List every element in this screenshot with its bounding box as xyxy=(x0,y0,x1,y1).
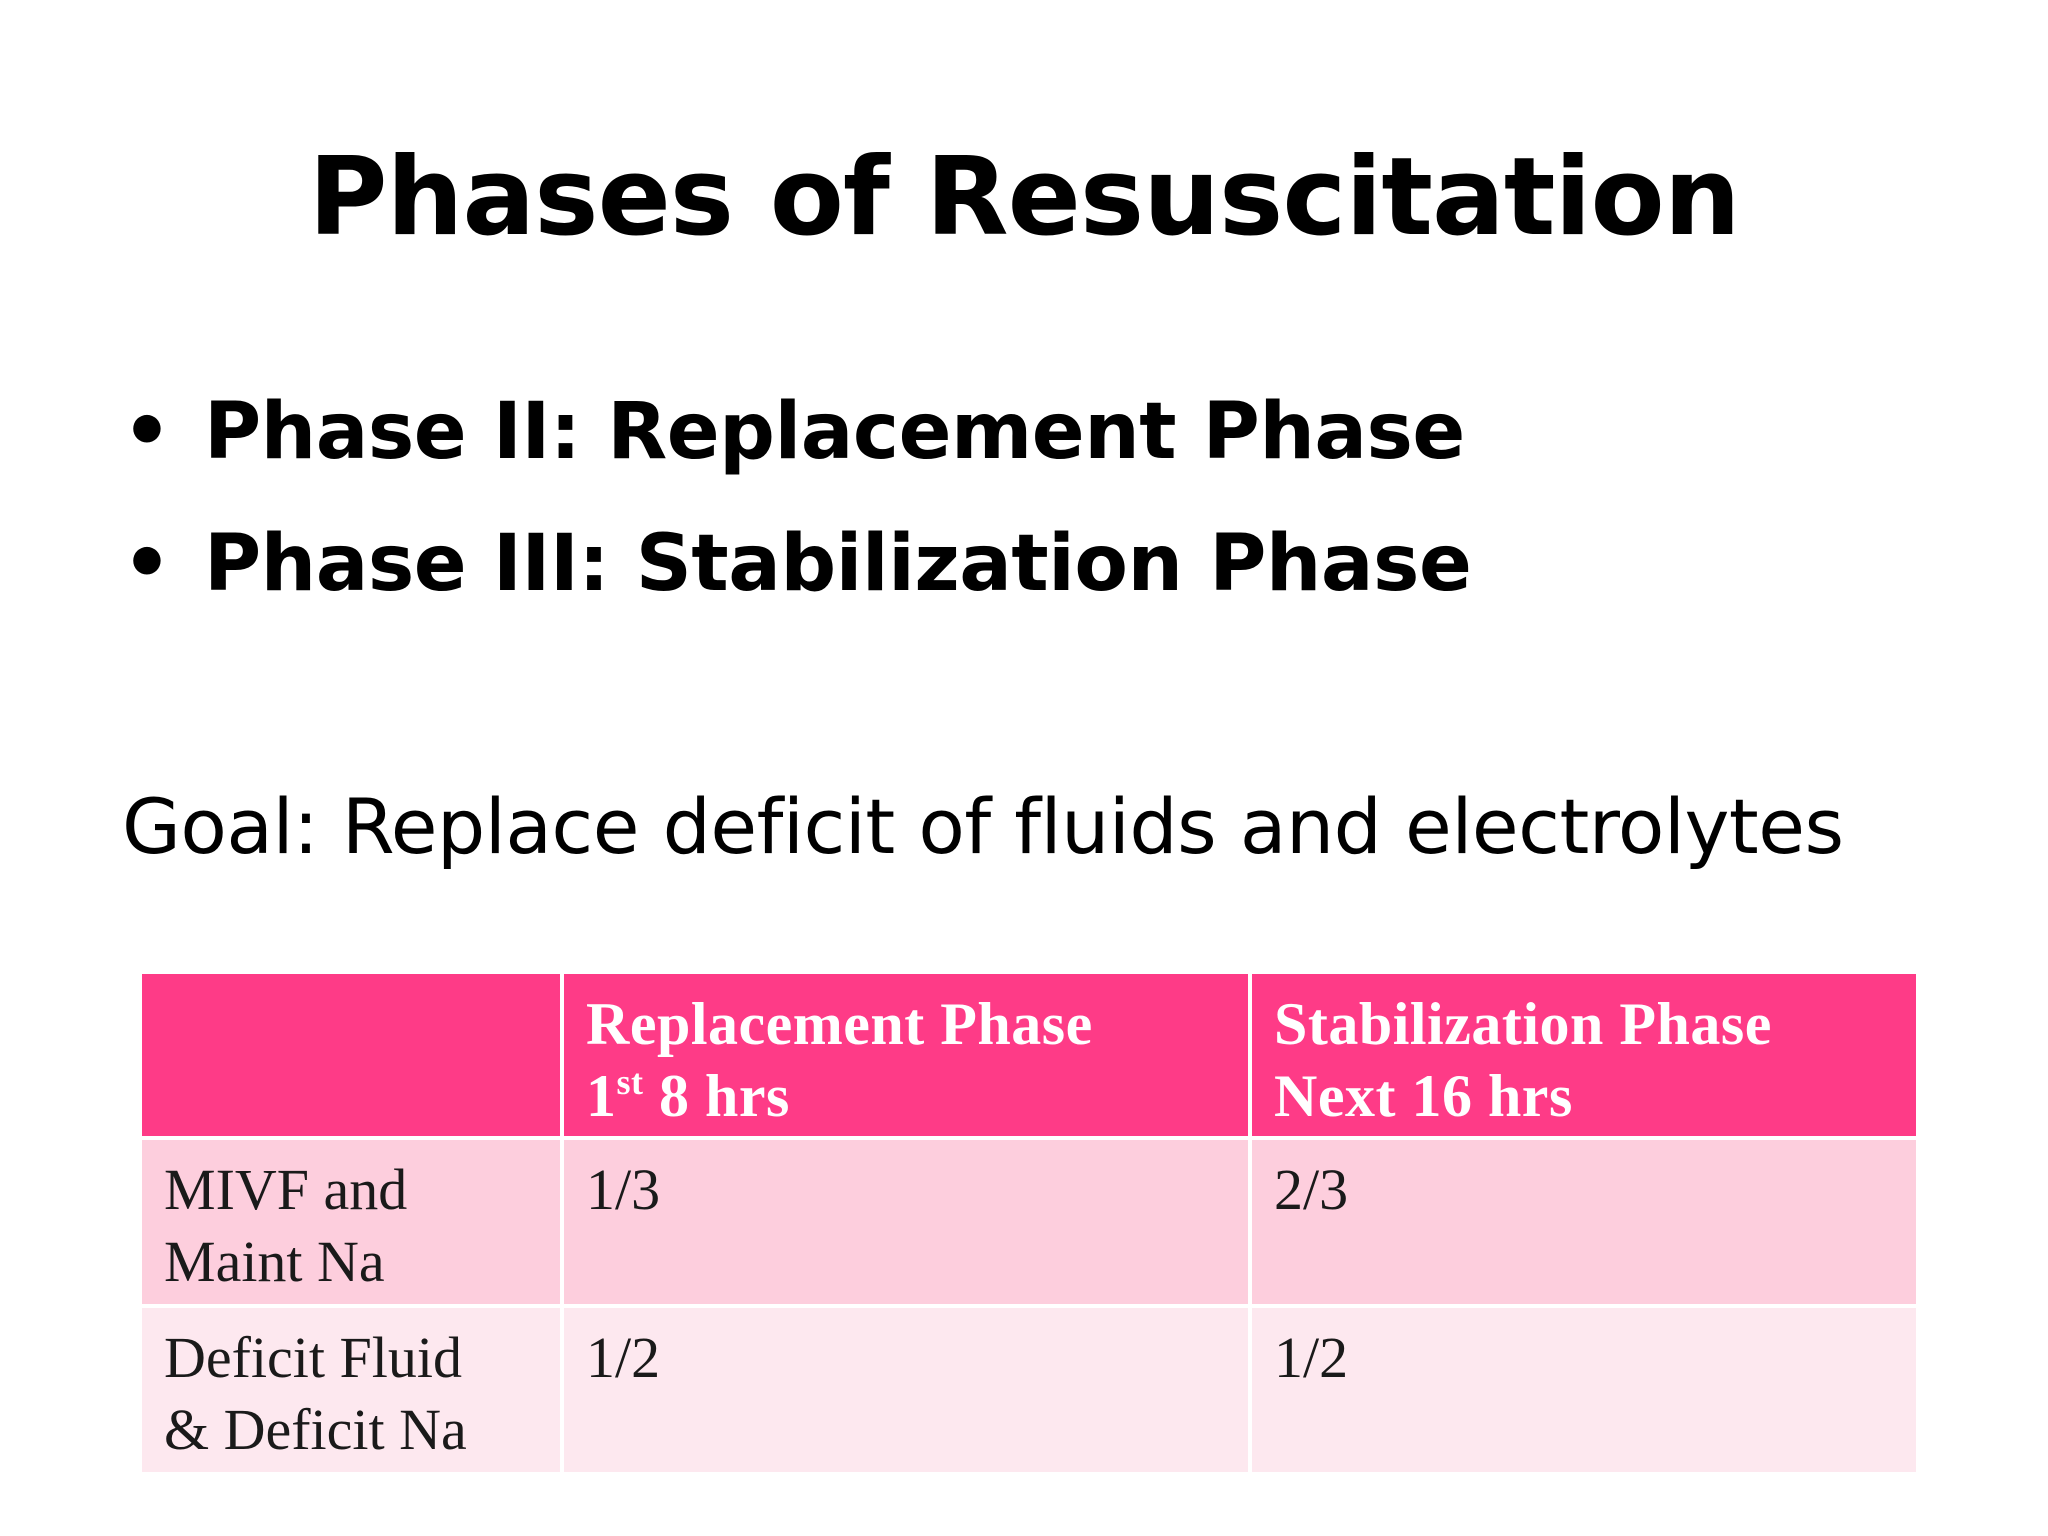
header-cell-replacement: Replacement Phase 1st 8 hrs xyxy=(560,970,1252,1140)
bullet-list: • Phase II: Replacement Phase • Phase II… xyxy=(122,378,1922,642)
ordinal-suffix: st xyxy=(616,1062,644,1102)
header-stabilization-title: Stabilization Phase xyxy=(1274,991,1772,1057)
bullet-marker: • xyxy=(122,387,172,477)
row-label-line: & Deficit Na xyxy=(164,1397,467,1462)
header-replacement-duration: 1st 8 hrs xyxy=(586,1060,1226,1132)
bullet-text-phase-iii: Phase III: Stabilization Phase xyxy=(204,519,1472,609)
row-label-cell: Deficit Fluid & Deficit Na xyxy=(138,1304,564,1476)
table-header-row: Replacement Phase 1st 8 hrs Stabilizatio… xyxy=(138,970,1920,1140)
stabilization-value-cell: 2/3 xyxy=(1248,1136,1920,1308)
header-stabilization-duration: Next 16 hrs xyxy=(1274,1063,1573,1129)
row-label-cell: MIVF and Maint Na xyxy=(138,1136,564,1308)
phases-table: Replacement Phase 1st 8 hrs Stabilizatio… xyxy=(138,970,1920,1476)
goal-text: Goal: Replace deficit of fluids and elec… xyxy=(122,782,1844,871)
header-cell-empty xyxy=(138,970,564,1140)
table-row: Deficit Fluid & Deficit Na 1/2 1/2 xyxy=(138,1304,1920,1476)
table-row: MIVF and Maint Na 1/3 2/3 xyxy=(138,1136,1920,1308)
replacement-value-cell: 1/3 xyxy=(560,1136,1252,1308)
row-label-line: MIVF and xyxy=(164,1157,408,1222)
duration-rest: 8 hrs xyxy=(643,1063,790,1129)
header-cell-stabilization: Stabilization Phase Next 16 hrs xyxy=(1248,970,1920,1140)
bullet-text-phase-ii: Phase II: Replacement Phase xyxy=(204,387,1465,477)
header-replacement-title: Replacement Phase xyxy=(586,991,1093,1057)
row-label-line: Deficit Fluid xyxy=(164,1325,463,1390)
row-label-line: Maint Na xyxy=(164,1229,385,1294)
bullet-marker: • xyxy=(122,519,172,609)
bullet-item: • Phase III: Stabilization Phase xyxy=(122,510,1922,642)
slide-title: Phases of Resuscitation xyxy=(308,135,1740,260)
stabilization-value-cell: 1/2 xyxy=(1248,1304,1920,1476)
replacement-value-cell: 1/2 xyxy=(560,1304,1252,1476)
bullet-item: • Phase II: Replacement Phase xyxy=(122,378,1922,510)
duration-number: 1 xyxy=(586,1063,617,1129)
